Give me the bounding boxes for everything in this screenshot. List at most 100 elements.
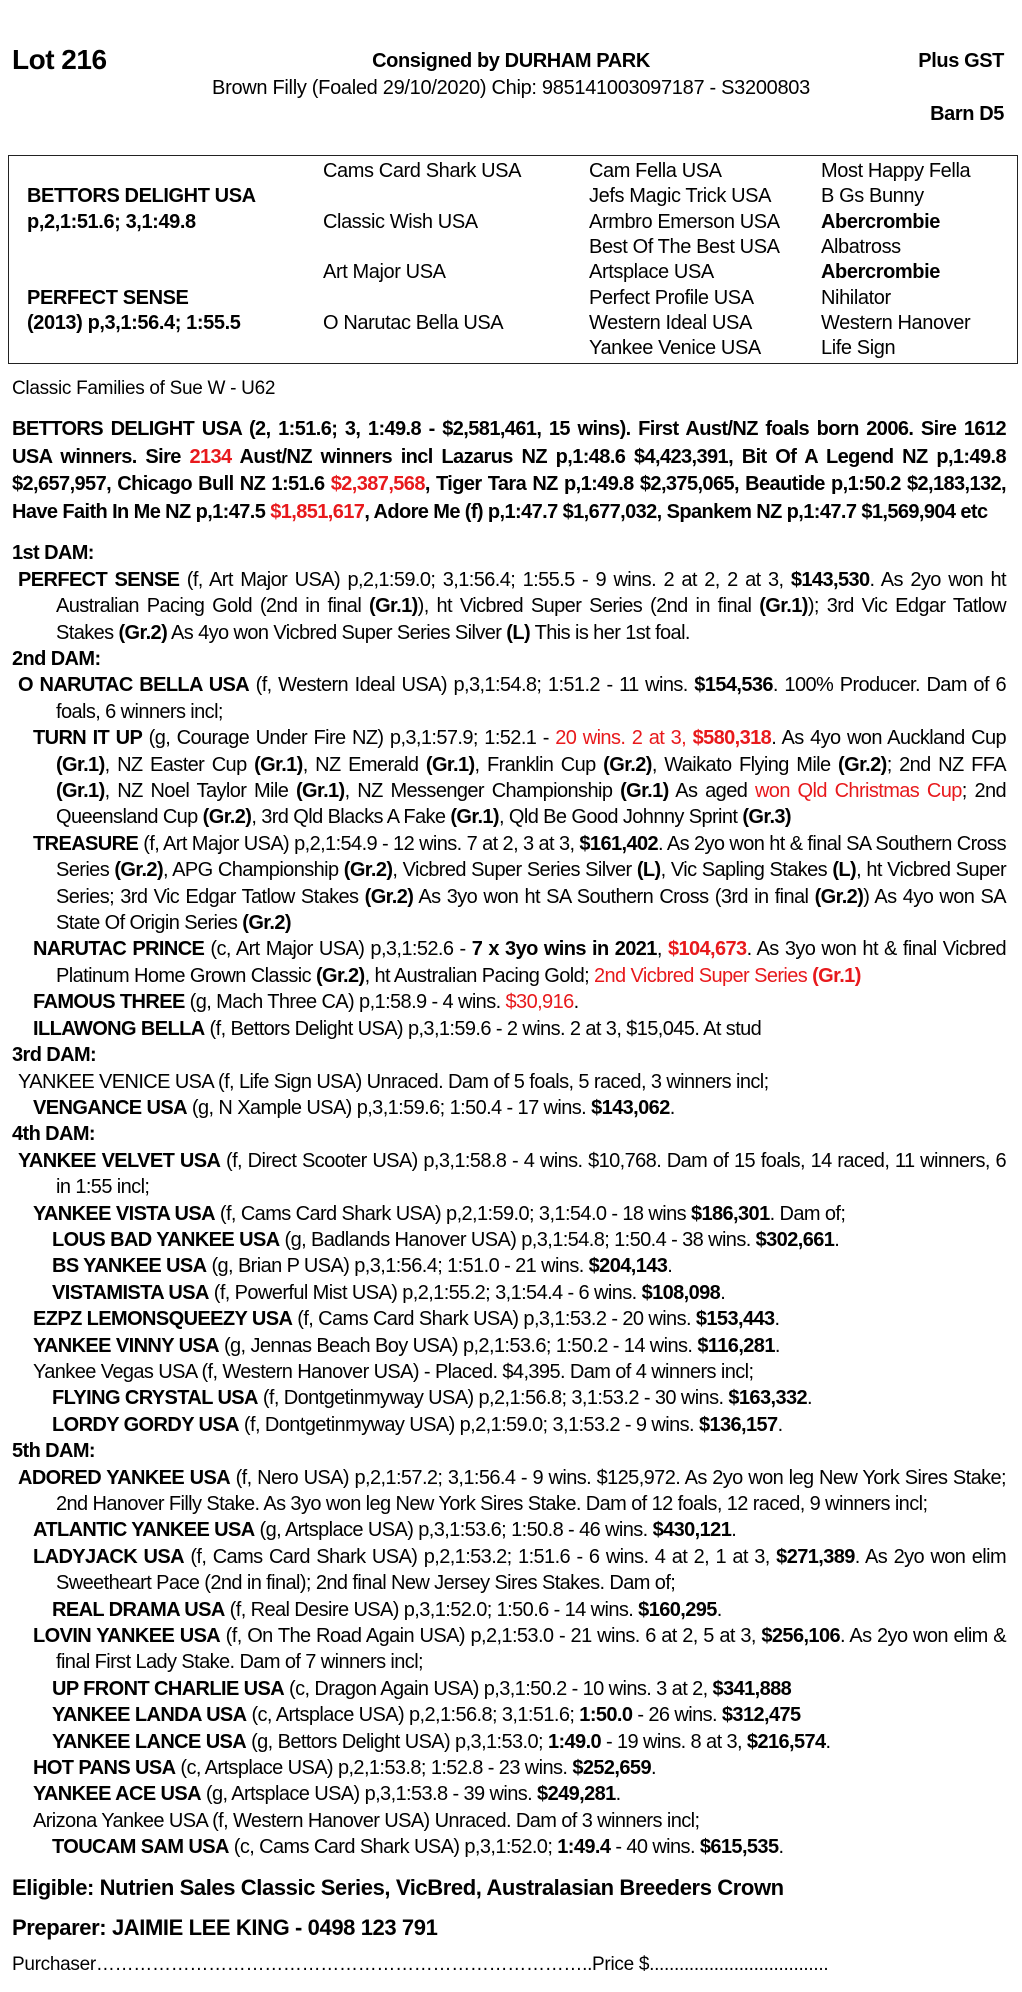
bold-run: (L) [636, 859, 661, 882]
bold-run: EZPZ LEMONSQUEEZY USA [33, 1308, 293, 1331]
bold-run: $216,574 [746, 1730, 826, 1753]
pedigree-entry: YANKEE VINNY USA (g, Jennas Beach Boy US… [12, 1333, 1006, 1359]
text-run: (g, Jennas Beach Boy USA) p,2,1:53.6; 1:… [219, 1334, 698, 1357]
highlight-run: $2,387,568 [330, 473, 426, 496]
text-run: . [650, 1757, 657, 1780]
text-run: . [777, 1413, 784, 1436]
gst-note: Plus GST [918, 50, 1004, 72]
bold-run: VISTAMISTA USA [52, 1281, 209, 1304]
text-run: (c, Art Major USA) p,3,1:52.6 - [204, 938, 472, 961]
text-run: Aust/NZ winners incl Lazarus NZ p,1:48.6… [12, 445, 1007, 496]
text-run: , Tiger Tara NZ p,1:49.8 $2,375,065, Bea… [12, 473, 1007, 523]
bold-run: (Gr.1) [759, 595, 808, 618]
text-run: 4th DAM: [12, 1123, 96, 1146]
text-run: This is her 1st foal. [530, 621, 691, 644]
bold-run: $161,402 [579, 832, 659, 855]
text-run: (g, Artsplace USA) p,3,1:53.6; 1:50.8 - … [254, 1519, 653, 1542]
highlight-run: $1,851,617 [270, 500, 365, 523]
bold-run: YANKEE VINNY USA [33, 1334, 220, 1357]
text-run: 5th DAM: [12, 1440, 96, 1463]
pedigree-ancestor: O Narutac Bella USA [323, 311, 504, 334]
lot-number: Lot 216 [12, 44, 107, 75]
pedigree-ancestor: Classic Wish USA [323, 210, 478, 233]
text-run: . [807, 1387, 813, 1410]
bold-run: O NARUTAC BELLA USA [18, 674, 250, 697]
pedigree-entry: YANKEE LANDA USA (c, Artsplace USA) p,2,… [12, 1702, 1006, 1728]
pedigree-entry: LADYJACK USA (f, Cams Card Shark USA) p,… [12, 1544, 1007, 1597]
pedigree-entry: YANKEE VENICE USA (f, Life Sign USA) Unr… [12, 1069, 1006, 1095]
text-run: (c, Artsplace USA) p,2,1:53.8; 1:52.8 - … [175, 1757, 573, 1780]
pedigree-entry: YANKEE VELVET USA (f, Direct Scooter USA… [12, 1148, 1007, 1201]
text-run: Arizona Yankee USA (f, Western Hanover U… [33, 1809, 700, 1832]
text-run: (f, Cams Card Shark USA) p,2,1:59.0; 3,1… [214, 1202, 691, 1225]
pedigree-entry: ILLAWONG BELLA (f, Bettors Delight USA) … [12, 1016, 1006, 1042]
bold-run: YANKEE VISTA USA [33, 1202, 216, 1225]
bold-run: YANKEE LANCE USA [52, 1730, 247, 1753]
pedigree-entry: Arizona Yankee USA (f, Western Hanover U… [12, 1808, 1006, 1834]
pedigree-ancestor: Yankee Venice USA [589, 337, 761, 360]
preparer: Preparer: JAIMIE LEE KING - 0498 123 791 [12, 1914, 438, 1940]
bold-run: YANKEE ACE USA [33, 1783, 202, 1806]
text-run: (f, Dontgetinmyway USA) p,2,1:56.8; 3,1:… [257, 1387, 729, 1410]
text-run: . As 4yo won Auckland Cup [771, 727, 1006, 750]
text-run: (g, Artsplace USA) p,3,1:53.8 - 39 wins. [200, 1783, 538, 1806]
pedigree-ancestor: B Gs Bunny [821, 185, 924, 208]
pedigree-ancestor: Abercrombie [821, 210, 940, 233]
bold-run: (Gr.1) [295, 780, 345, 803]
text-run: - 19 wins. 8 at 3, [601, 1730, 747, 1753]
text-run: . [669, 1096, 676, 1119]
text-run: , Qld Be Good Johnny Sprint [498, 806, 743, 829]
sire-summary: BETTORS DELIGHT USA (2, 1:51.6; 3, 1:49.… [12, 416, 1007, 526]
text-run: , [656, 938, 668, 961]
pedigree-ancestor: Armbro Emerson USA [589, 210, 780, 233]
text-run: (g, Brian P USA) p,3,1:56.4; 1:51.0 - 21… [206, 1255, 589, 1278]
text-run: , ht Australian Pacing Gold; [364, 964, 595, 987]
bold-run: LOVIN YANKEE USA [33, 1625, 221, 1648]
bold-run: $143,062 [591, 1096, 670, 1119]
text-run: (f, Direct Scooter USA) p,3,1:58.8 - 4 w… [56, 1149, 1007, 1199]
bold-run: $160,295 [638, 1598, 717, 1621]
text-run: ), ht Vicbred Super Series (2nd in final [417, 595, 760, 618]
bold-run: (Gr.2) [315, 964, 365, 987]
bold-run: (L) [506, 621, 531, 644]
text-run: , NZ Noel Taylor Mile [104, 780, 296, 803]
text-run: (f, On The Road Again USA) p,2,1:53.0 - … [220, 1625, 762, 1648]
text-run: (g, N Xample USA) p,3,1:59.6; 1:50.4 - 1… [186, 1096, 592, 1119]
bold-run: YANKEE LANDA USA [52, 1704, 247, 1727]
dam-heading: 3rd DAM: [12, 1042, 1006, 1068]
text-run: , APG Championship [163, 859, 344, 882]
text-run: (f, Cams Card Shark USA) p,3,1:53.2 - 20… [292, 1308, 696, 1331]
pedigree-ancestor: Artsplace USA [589, 261, 714, 284]
pedigree-ancestor: Albatross [821, 235, 901, 258]
pedigree-entry: EZPZ LEMONSQUEEZY USA (f, Cams Card Shar… [12, 1306, 1006, 1332]
bold-run: (Gr.2) [814, 885, 864, 908]
bold-run: (Gr.1) [425, 753, 475, 776]
text-run: , NZ Easter Cup [104, 753, 255, 776]
text-run: (f, Art Major USA) p,2,1:54.9 - 12 wins.… [138, 832, 580, 855]
pedigree-entry: ADORED YANKEE USA (f, Nero USA) p,2,1:57… [12, 1465, 1007, 1518]
pedigree-entry: YANKEE LANCE USA (g, Bettors Delight USA… [12, 1729, 1006, 1755]
highlight-run: 2nd Vicbred Super Series [594, 964, 813, 987]
bold-run: $341,888 [712, 1677, 792, 1700]
bold-run: $108,098 [641, 1281, 721, 1304]
pedigree-entry: BS YANKEE USA (g, Brian P USA) p,3,1:56.… [12, 1253, 1006, 1279]
text-run: As 4yo won Vicbred Super Series Silver [167, 621, 507, 644]
bold-run: (Gr.2) [202, 806, 252, 829]
text-run: . [720, 1281, 726, 1304]
pedigree-entry: YANKEE ACE USA (g, Artsplace USA) p,3,1:… [12, 1781, 1006, 1807]
bold-run: LOUS BAD YANKEE USA [52, 1228, 280, 1251]
text-run: . As 2yo won ht Australian Pacing Gold (… [56, 568, 1007, 618]
bold-run: (Gr.1) [369, 595, 418, 618]
family-line: Classic Families of Sue W - U62 [12, 378, 276, 399]
bold-run: LADYJACK USA [33, 1545, 185, 1568]
bold-run: $136,157 [698, 1413, 778, 1436]
text-run: (c, Dragon Again USA) p,3,1:50.2 - 10 wi… [284, 1677, 713, 1700]
pedigree-entry: LOVIN YANKEE USA (f, On The Road Again U… [12, 1623, 1007, 1676]
barn-location: Barn D5 [930, 103, 1004, 125]
pedigree-table: Cams Card Shark USA Cam Fella USA Most Hap… [8, 155, 1018, 364]
bold-run: $271,389 [776, 1545, 855, 1568]
text-run: YANKEE VENICE USA (f, Life Sign USA) Unr… [18, 1070, 769, 1093]
pedigree-parent: (2013) p,3,1:56.4; 1:55.5 [27, 311, 241, 334]
bold-run: $430,121 [652, 1519, 732, 1542]
